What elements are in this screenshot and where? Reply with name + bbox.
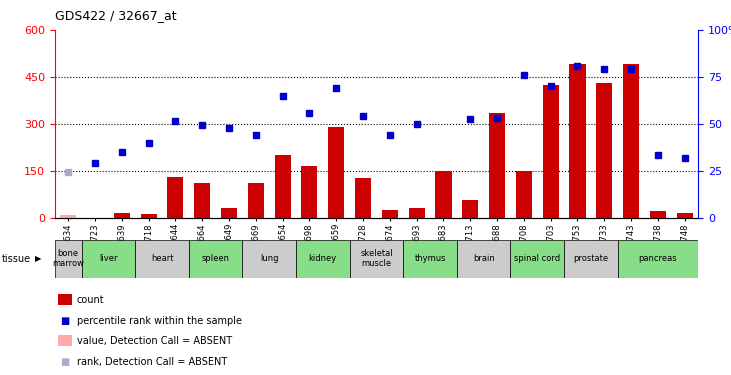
Bar: [623, 64, 639, 218]
Bar: [382, 210, 398, 218]
Bar: [404, 240, 457, 278]
Bar: [114, 213, 130, 217]
Bar: [510, 240, 564, 278]
Text: pancreas: pancreas: [639, 254, 677, 263]
Bar: [457, 240, 510, 278]
Bar: [564, 240, 618, 278]
Text: skeletal
muscle: skeletal muscle: [360, 249, 393, 268]
Bar: [60, 215, 76, 217]
Bar: [167, 177, 183, 218]
Bar: [189, 240, 243, 278]
Text: prostate: prostate: [573, 254, 608, 263]
Bar: [650, 211, 666, 217]
Bar: [55, 240, 82, 278]
Bar: [355, 178, 371, 218]
Text: percentile rank within the sample: percentile rank within the sample: [77, 316, 242, 326]
Bar: [248, 183, 264, 218]
Bar: [135, 240, 189, 278]
Bar: [296, 240, 349, 278]
Text: tissue: tissue: [1, 254, 31, 264]
Text: kidney: kidney: [308, 254, 337, 263]
Bar: [489, 113, 505, 218]
Bar: [516, 171, 532, 217]
Text: ▶: ▶: [35, 254, 42, 263]
Text: bone
marrow: bone marrow: [52, 249, 84, 268]
Text: value, Detection Call = ABSENT: value, Detection Call = ABSENT: [77, 336, 232, 346]
Bar: [349, 240, 404, 278]
Bar: [194, 183, 211, 218]
Bar: [569, 64, 586, 218]
Bar: [243, 240, 296, 278]
Bar: [275, 155, 291, 218]
Text: rank, Detection Call = ABSENT: rank, Detection Call = ABSENT: [77, 357, 227, 367]
Text: thymus: thymus: [414, 254, 446, 263]
Text: spleen: spleen: [202, 254, 230, 263]
Bar: [301, 166, 317, 218]
Bar: [328, 127, 344, 218]
Text: ■: ■: [61, 357, 69, 367]
Text: ■: ■: [61, 316, 69, 326]
Text: lung: lung: [260, 254, 279, 263]
Text: GDS422 / 32667_at: GDS422 / 32667_at: [55, 9, 176, 22]
Text: liver: liver: [99, 254, 118, 263]
Text: heart: heart: [151, 254, 173, 263]
Text: spinal cord: spinal cord: [514, 254, 561, 263]
Bar: [677, 213, 693, 217]
Bar: [140, 214, 156, 217]
Bar: [409, 208, 425, 218]
Text: count: count: [77, 295, 105, 305]
Bar: [221, 208, 237, 218]
Bar: [82, 240, 135, 278]
Text: brain: brain: [473, 254, 495, 263]
Bar: [618, 240, 698, 278]
Bar: [436, 171, 452, 217]
Bar: [542, 85, 558, 218]
Bar: [462, 200, 478, 217]
Bar: [596, 83, 613, 218]
